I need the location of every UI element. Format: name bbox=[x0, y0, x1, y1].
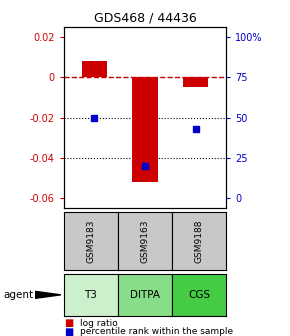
Bar bbox=[81, 61, 107, 77]
Text: percentile rank within the sample: percentile rank within the sample bbox=[80, 327, 233, 336]
Text: ■: ■ bbox=[64, 318, 73, 328]
Bar bbox=[132, 77, 158, 182]
Text: DITPA: DITPA bbox=[130, 290, 160, 300]
Text: GDS468 / 44436: GDS468 / 44436 bbox=[94, 12, 196, 25]
Bar bbox=[183, 77, 209, 87]
Text: CGS: CGS bbox=[188, 290, 210, 300]
Text: GSM9163: GSM9163 bbox=[140, 219, 150, 263]
Text: ■: ■ bbox=[64, 327, 73, 336]
Text: T3: T3 bbox=[84, 290, 97, 300]
Text: GSM9188: GSM9188 bbox=[195, 219, 204, 263]
Text: agent: agent bbox=[3, 290, 33, 300]
Text: log ratio: log ratio bbox=[80, 319, 117, 328]
Polygon shape bbox=[35, 291, 61, 298]
Text: GSM9183: GSM9183 bbox=[86, 219, 95, 263]
